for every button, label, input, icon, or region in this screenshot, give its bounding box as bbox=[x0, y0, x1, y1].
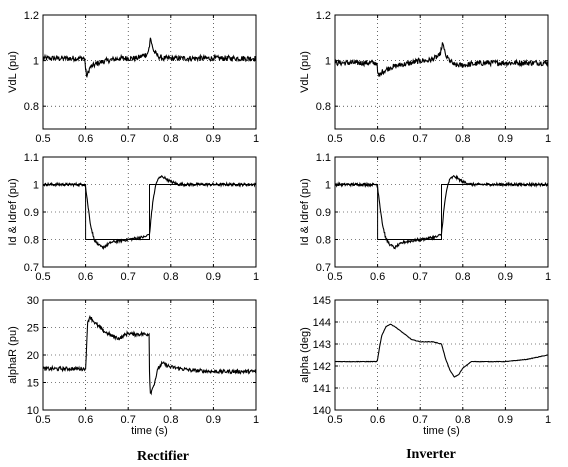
x-tick-label: 0.8 bbox=[455, 133, 470, 145]
chart-panel-right-1: 0.5 0.6 0.7 0.8 0.9 1 0.7 0.8 0.9 1 1.1 Id & Idref … bbox=[299, 152, 551, 283]
x-tick-label: 1 bbox=[545, 414, 551, 426]
x-tick-label: 0.8 bbox=[163, 271, 178, 283]
y-tick-label: 0.7 bbox=[24, 262, 39, 274]
chart-panel-right-0: 0.5 0.6 0.7 0.8 0.9 1 0.8 1 1.2 VdL (pu) bbox=[299, 10, 551, 145]
x-tick-label: 1 bbox=[253, 133, 259, 145]
x-tick-label: 0.8 bbox=[455, 414, 470, 426]
y-axis-label: VdL (pu) bbox=[7, 51, 19, 93]
x-tick-label: 0.8 bbox=[163, 133, 178, 145]
y-tick-label: 142 bbox=[313, 361, 331, 373]
x-tick-label: 1 bbox=[545, 133, 551, 145]
y-tick-label: 1.2 bbox=[316, 10, 331, 22]
chart-panel-right-2: 0.5 0.6 0.7 0.8 0.9 1 140 141 142 143 144 145 alpha … bbox=[299, 295, 551, 437]
y-tick-label: 1 bbox=[33, 180, 39, 192]
plot-frame bbox=[334, 14, 549, 130]
y-tick-label: 143 bbox=[313, 339, 331, 351]
x-tick-label: 0.7 bbox=[413, 271, 428, 283]
y-tick-label: 0.8 bbox=[24, 101, 39, 113]
series-line bbox=[334, 42, 549, 78]
y-tick-label: 1 bbox=[325, 56, 331, 68]
x-tick-label: 0.5 bbox=[327, 414, 342, 426]
x-tick-label: 0.9 bbox=[498, 271, 513, 283]
chart-panel-left-0: 0.5 0.6 0.7 0.8 0.9 1 0.8 1 1.2 VdL (pu) bbox=[7, 10, 259, 145]
y-tick-label: 1.1 bbox=[316, 152, 331, 164]
caption-rectifier: Rectifier bbox=[137, 449, 189, 464]
y-tick-label: 0.8 bbox=[24, 235, 39, 247]
x-tick-label: 0.8 bbox=[163, 414, 178, 426]
x-tick-label: 0.9 bbox=[206, 271, 221, 283]
x-axis-label: time (s) bbox=[131, 425, 168, 437]
x-tick-label: 1 bbox=[253, 271, 259, 283]
series-line bbox=[42, 174, 257, 251]
chart-panel-left-2: 0.5 0.6 0.7 0.8 0.9 1 10 15 20 25 30 alphaR (pu) tim… bbox=[7, 295, 259, 437]
x-tick-label: 0.6 bbox=[78, 271, 93, 283]
x-tick-label: 0.7 bbox=[121, 133, 136, 145]
x-tick-label: 0.5 bbox=[327, 133, 342, 145]
x-axis-label: time (s) bbox=[423, 425, 460, 437]
y-axis-label: alpha (deg) bbox=[299, 327, 311, 383]
x-tick-label: 0.5 bbox=[35, 133, 50, 145]
x-tick-label: 0.5 bbox=[35, 271, 50, 283]
x-tick-label: 1 bbox=[545, 271, 551, 283]
plot-frame bbox=[334, 299, 549, 411]
x-tick-label: 0.9 bbox=[206, 414, 221, 426]
y-tick-label: 140 bbox=[313, 405, 331, 417]
y-tick-label: 145 bbox=[313, 295, 331, 307]
y-tick-label: 30 bbox=[27, 295, 39, 307]
x-tick-label: 0.5 bbox=[35, 414, 50, 426]
x-tick-label: 0.9 bbox=[206, 133, 221, 145]
y-tick-label: 25 bbox=[27, 323, 39, 335]
y-tick-label: 0.9 bbox=[316, 207, 331, 219]
y-tick-label: 1.2 bbox=[24, 10, 39, 22]
y-tick-label: 0.9 bbox=[24, 207, 39, 219]
x-tick-label: 0.6 bbox=[370, 271, 385, 283]
x-tick-label: 0.7 bbox=[413, 414, 428, 426]
chart-panel-left-1: 0.5 0.6 0.7 0.8 0.9 1 0.7 0.8 0.9 1 1.1 Id & Idref … bbox=[7, 152, 259, 283]
y-tick-label: 0.8 bbox=[316, 235, 331, 247]
x-tick-label: 0.5 bbox=[327, 271, 342, 283]
y-tick-label: 0.7 bbox=[316, 262, 331, 274]
x-tick-label: 0.6 bbox=[78, 133, 93, 145]
y-tick-label: 141 bbox=[313, 383, 331, 395]
x-tick-label: 0.6 bbox=[370, 133, 385, 145]
y-tick-label: 15 bbox=[27, 378, 39, 390]
y-tick-label: 144 bbox=[313, 317, 331, 329]
series-line bbox=[334, 174, 549, 250]
x-tick-label: 0.6 bbox=[78, 414, 93, 426]
series-line bbox=[42, 37, 257, 78]
y-axis-label: Id & Idref (pu) bbox=[7, 178, 19, 245]
y-tick-label: 10 bbox=[27, 405, 39, 417]
caption-inverter: Inverter bbox=[406, 447, 456, 462]
x-tick-label: 0.7 bbox=[121, 414, 136, 426]
x-tick-label: 0.8 bbox=[455, 271, 470, 283]
x-tick-label: 0.9 bbox=[498, 133, 513, 145]
y-axis-label: Id & Idref (pu) bbox=[299, 178, 311, 245]
y-tick-label: 0.8 bbox=[316, 101, 331, 113]
y-tick-label: 1 bbox=[325, 180, 331, 192]
x-tick-label: 1 bbox=[253, 414, 259, 426]
y-axis-label: VdL (pu) bbox=[299, 51, 311, 93]
y-tick-label: 20 bbox=[27, 350, 39, 362]
x-tick-label: 0.6 bbox=[370, 414, 385, 426]
x-tick-label: 0.7 bbox=[121, 271, 136, 283]
series-line bbox=[42, 314, 257, 396]
y-axis-label: alphaR (pu) bbox=[7, 326, 19, 383]
series-line bbox=[334, 323, 548, 378]
plot-frame bbox=[42, 14, 257, 130]
x-tick-label: 0.7 bbox=[413, 133, 428, 145]
y-tick-label: 1.1 bbox=[24, 152, 39, 164]
y-tick-label: 1 bbox=[33, 56, 39, 68]
x-tick-label: 0.9 bbox=[498, 414, 513, 426]
